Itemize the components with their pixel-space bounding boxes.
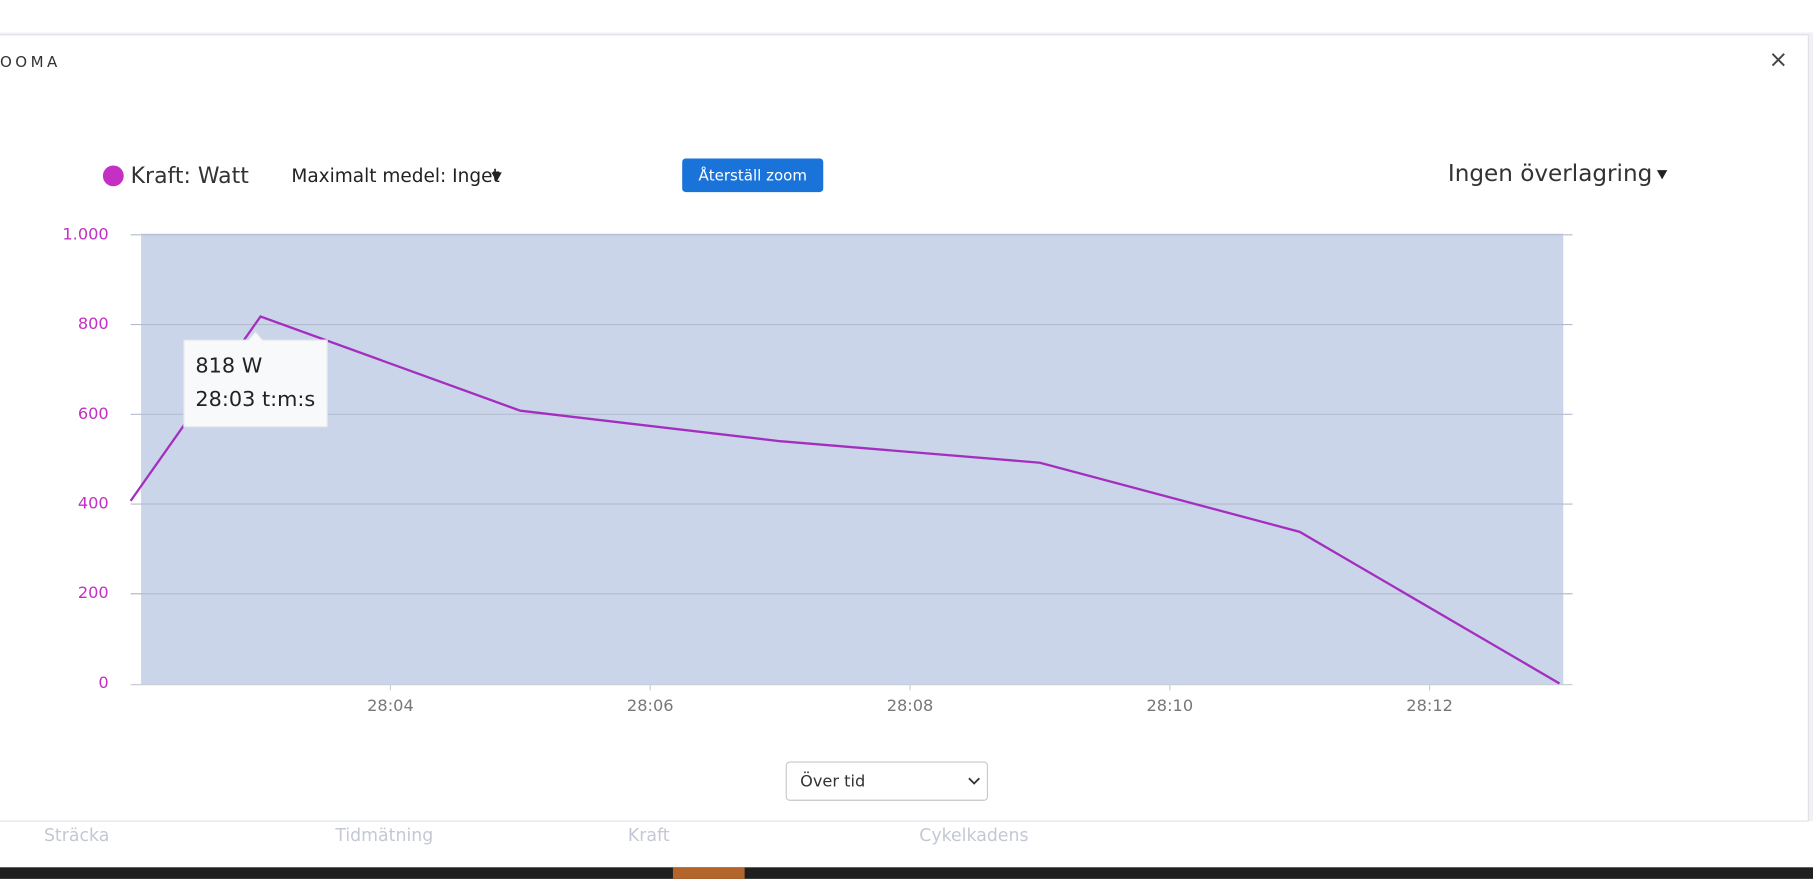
x-tick-label: 28:06 [627, 696, 674, 715]
tab-label: Sträcka [44, 826, 109, 846]
select-chevron [968, 777, 980, 785]
tooltip-box [183, 331, 328, 428]
tab-label: Tidmätning [334, 826, 433, 846]
dialog-title: OOMA [0, 53, 61, 71]
mode-select[interactable] [785, 761, 989, 801]
dropdown-caret [1656, 170, 1668, 180]
legend-label: Kraft: Watt [131, 164, 250, 189]
y-tick-label: 400 [78, 494, 109, 513]
legend-swatch [102, 165, 124, 187]
mode-select-label: Över tid [800, 771, 865, 790]
legend: Kraft: Watt [102, 164, 250, 189]
reset-zoom-button[interactable] [682, 158, 824, 193]
close-button[interactable]: × [1769, 47, 1788, 73]
y-tick-label: 1.000 [62, 224, 108, 243]
y-tick-label: 800 [78, 314, 109, 333]
x-tick-label: 28:08 [887, 696, 934, 715]
x-tick-label: 28:12 [1406, 696, 1453, 715]
tooltip-time: 28:03 t:m:s [195, 387, 315, 411]
tooltip-value: 818 W [195, 354, 262, 378]
x-tick-label: 28:10 [1147, 696, 1194, 715]
data-line [129, 315, 1561, 685]
background-tabs [0, 821, 1813, 868]
zoom-selection [141, 233, 1564, 685]
y-tick-label: 200 [78, 583, 109, 602]
tab-label: Cykelkadens [919, 826, 1028, 846]
reset-zoom-label: Återställ zoom [698, 165, 806, 184]
y-tick-label: 0 [98, 673, 108, 692]
y-tick-label: 600 [78, 404, 109, 423]
max-average-dropdown[interactable]: Maximalt medel: Inget [291, 166, 499, 187]
plot: 0 200 400 600 800 1.000 28:04 28:06 28:08 28:10 28… [62, 224, 1573, 715]
dropdown-caret [491, 172, 502, 182]
overlay-dropdown[interactable]: Ingen överlagring [1448, 161, 1652, 187]
tooltip: 818 W 28:03 t:m:s [183, 331, 328, 428]
x-tick-label: 28:04 [367, 696, 414, 715]
taskbar-item [672, 867, 745, 879]
tab-label: Kraft [628, 826, 670, 846]
top-bar [0, 0, 1813, 33]
taskbar [0, 867, 1813, 879]
